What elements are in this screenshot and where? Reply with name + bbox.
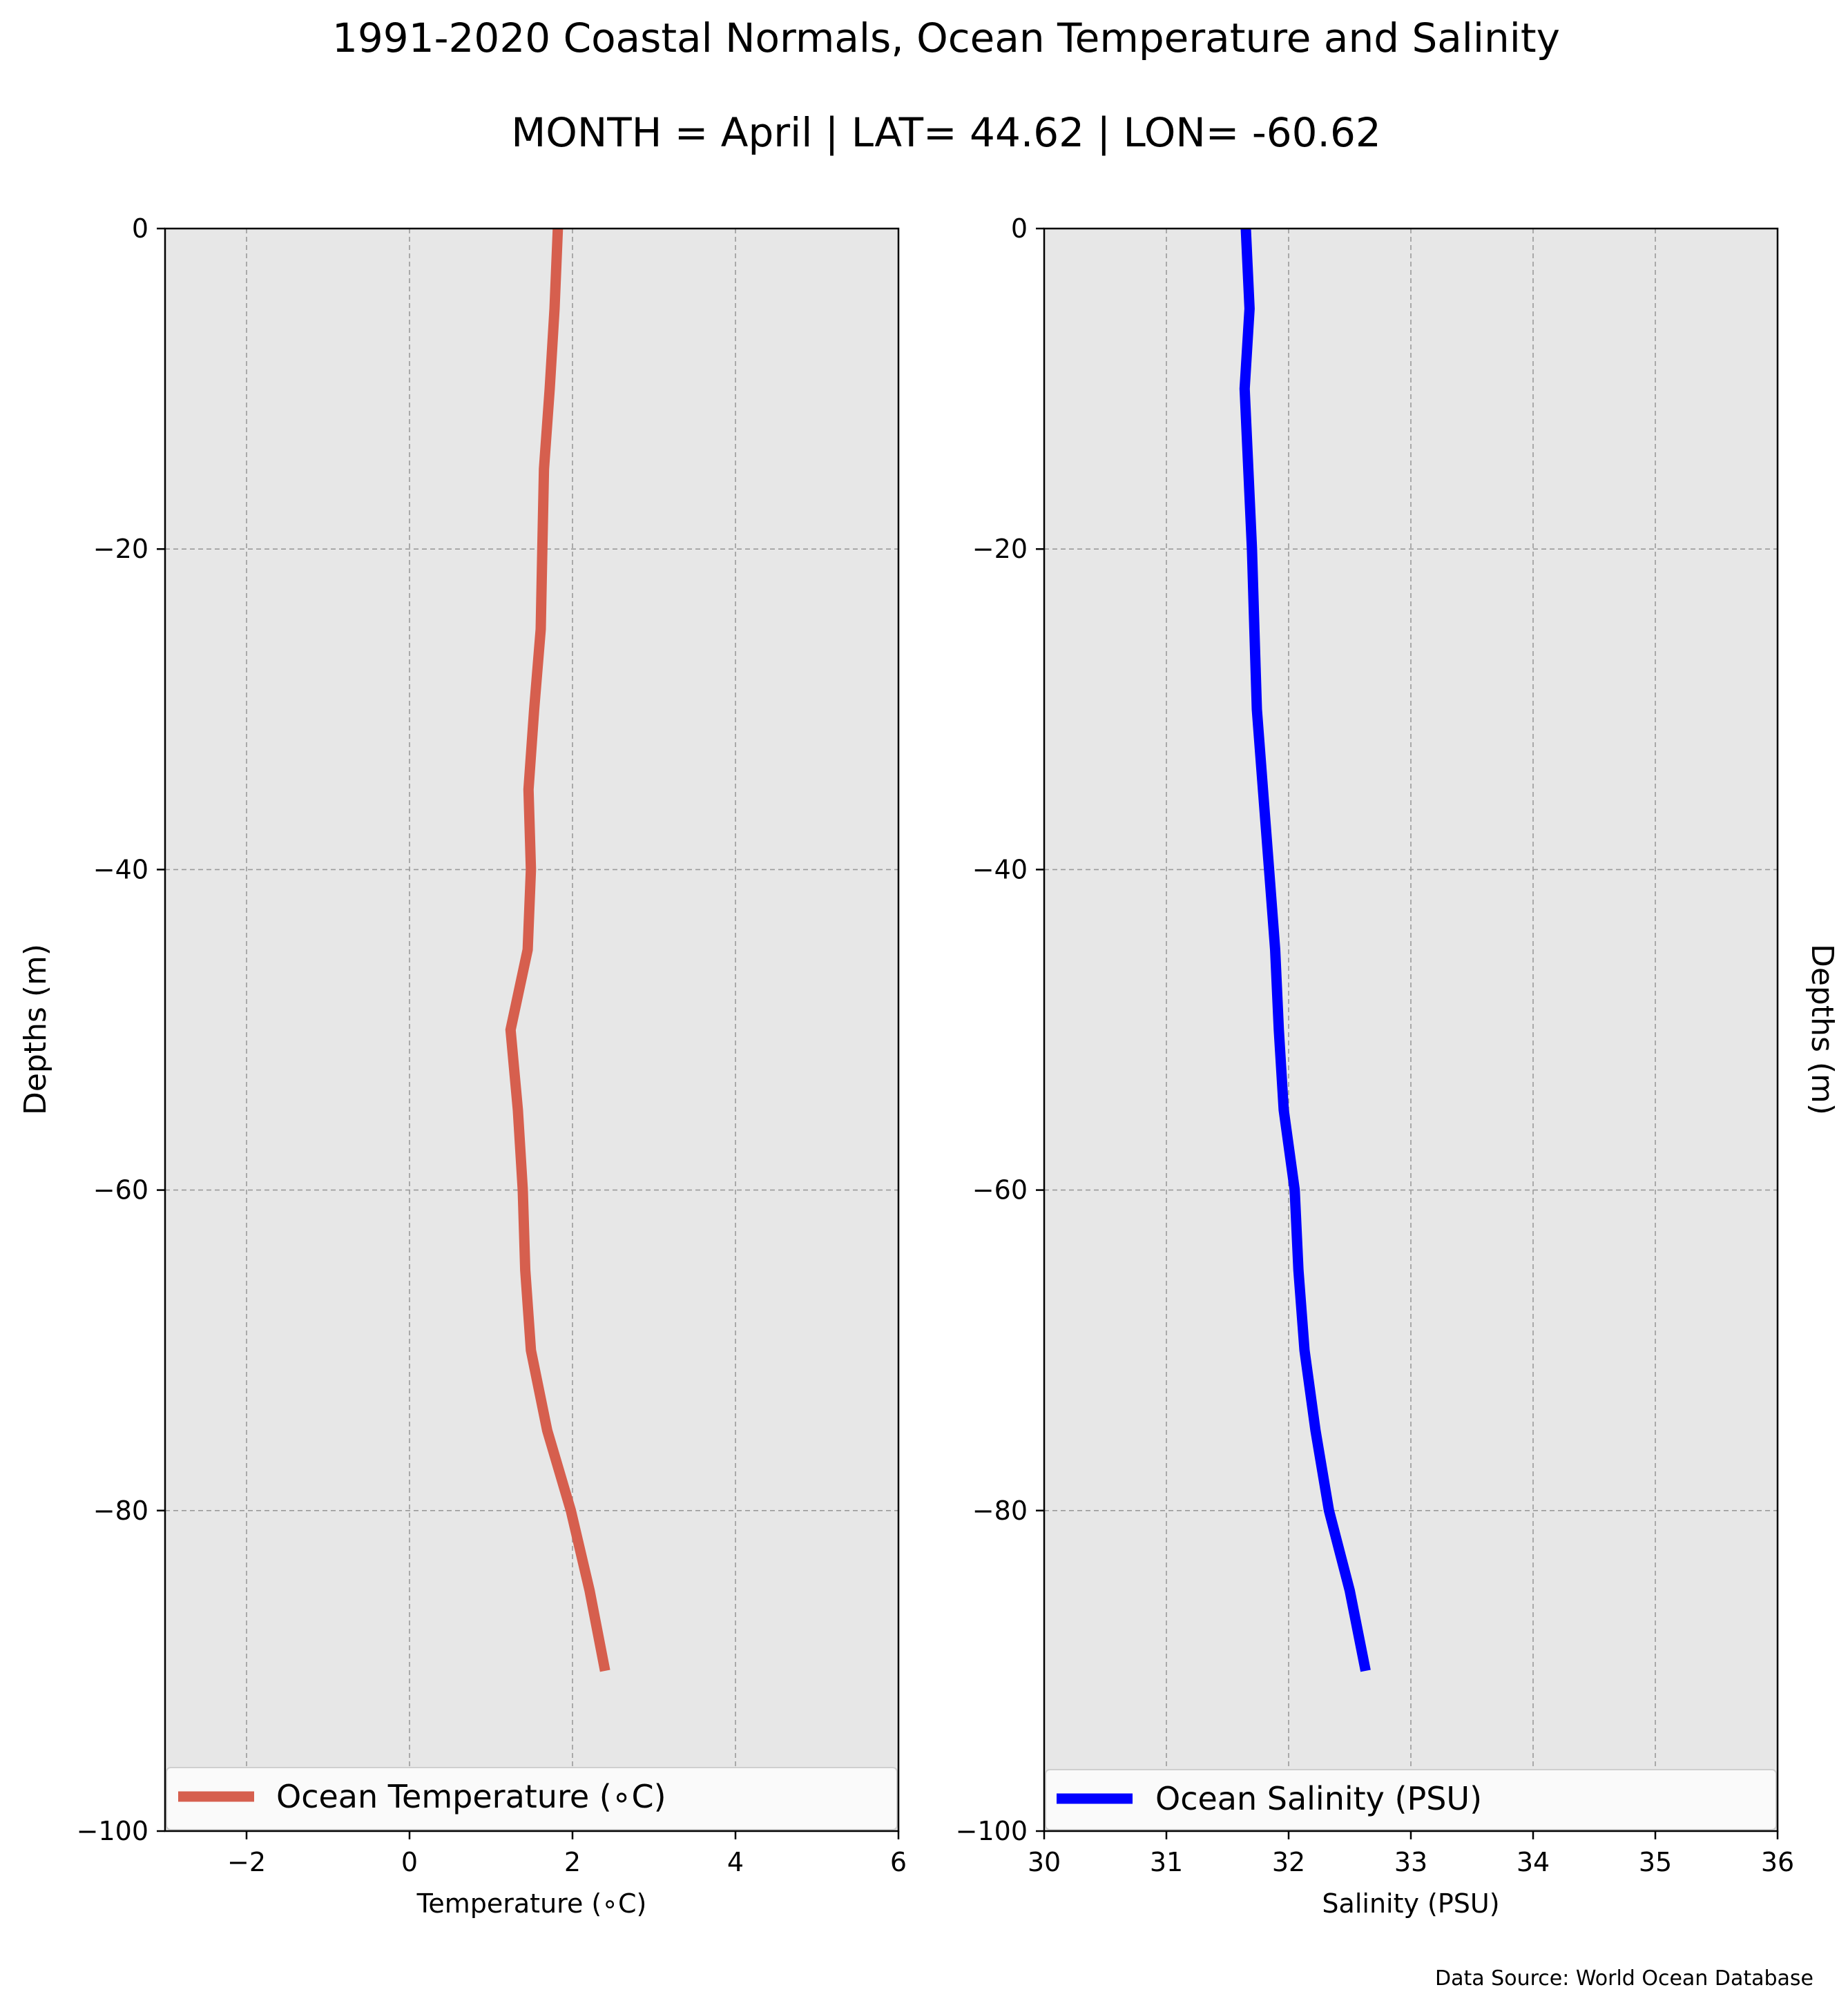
salinity-y-tick-label: 0 xyxy=(1011,213,1028,244)
temperature-x-tick-label: 4 xyxy=(727,1847,744,1877)
temperature-x-tick-label: 2 xyxy=(564,1847,581,1877)
temperature-y-tick-label: −100 xyxy=(77,1816,148,1846)
salinity-plot: Ocean Salinity (PSU) 30 31 32 33 34 35 36 0 −20… xyxy=(956,213,1840,1919)
temperature-y-tick-label: 0 xyxy=(132,213,148,244)
salinity-y-tick-label: −60 xyxy=(972,1175,1028,1206)
salinity-y-ticks: 0 −20 −40 −60 −80 −100 xyxy=(956,213,1044,1846)
salinity-x-tick-label: 34 xyxy=(1517,1847,1550,1877)
temperature-x-tick-label: 6 xyxy=(890,1847,907,1877)
salinity-legend: Ocean Salinity (PSU) xyxy=(1045,1769,1777,1830)
salinity-y-tick-label: −20 xyxy=(972,534,1028,564)
temperature-series-line xyxy=(505,228,610,1672)
temperature-y-ticks: 0 −20 −40 −60 −80 −100 xyxy=(77,213,165,1846)
temperature-x-tick-label: 0 xyxy=(401,1847,418,1877)
salinity-x-tick-label: 31 xyxy=(1150,1847,1183,1877)
temperature-y-tick-label: −40 xyxy=(93,854,148,884)
temperature-plot: Ocean Temperature (∘C) −2 0 2 4 6 0−20−40−60… xyxy=(18,213,907,1919)
salinity-x-tick-label: 30 xyxy=(1028,1847,1061,1877)
salinity-x-ticks: 30 31 32 33 34 35 36 xyxy=(1028,1831,1794,1877)
salinity-x-tick-label: 35 xyxy=(1639,1847,1672,1877)
chart-title: 1991-2020 Coastal Normals, Ocean Tempera… xyxy=(332,14,1560,61)
temperature-x-tick-label: −2 xyxy=(227,1847,266,1877)
temperature-y-tick-label: −80 xyxy=(93,1496,148,1526)
salinity-legend-label: Ocean Salinity (PSU) xyxy=(1155,1780,1482,1817)
temperature-plot-background xyxy=(165,229,898,1831)
temperature-x-axis-label: Temperature (∘C) xyxy=(416,1888,647,1919)
temperature-y-tick-label: −20 xyxy=(93,534,148,564)
salinity-y-tick-label: −100 xyxy=(956,1816,1028,1846)
temperature-legend: Ocean Temperature (∘C) xyxy=(166,1767,898,1830)
salinity-x-tick-label: 36 xyxy=(1761,1847,1794,1877)
salinity-y-tick-label: −40 xyxy=(972,854,1028,884)
salinity-y-tick-label: −80 xyxy=(972,1496,1028,1526)
temperature-legend-box xyxy=(166,1767,898,1830)
temperature-y-axis-label: Depths (m) xyxy=(18,944,53,1115)
salinity-y-axis-label: Depths (m) xyxy=(1804,944,1840,1115)
temperature-legend-label: Ocean Temperature (∘C) xyxy=(276,1778,666,1815)
salinity-x-tick-label: 33 xyxy=(1394,1847,1427,1877)
salinity-legend-box xyxy=(1045,1769,1777,1830)
salinity-series-line xyxy=(1239,228,1371,1672)
chart-subtitle: MONTH = April | LAT= 44.62 | LON= -60.62 xyxy=(511,109,1381,156)
salinity-x-axis-label: Salinity (PSU) xyxy=(1322,1888,1499,1919)
temperature-x-ticks: −2 0 2 4 6 xyxy=(227,1831,907,1877)
temperature-y-tick-label: −60 xyxy=(93,1175,148,1206)
data-source-note: Data Source: World Ocean Database xyxy=(1435,1966,1813,1991)
temperature-plot-frame xyxy=(164,227,900,1832)
salinity-x-tick-label: 32 xyxy=(1272,1847,1305,1877)
